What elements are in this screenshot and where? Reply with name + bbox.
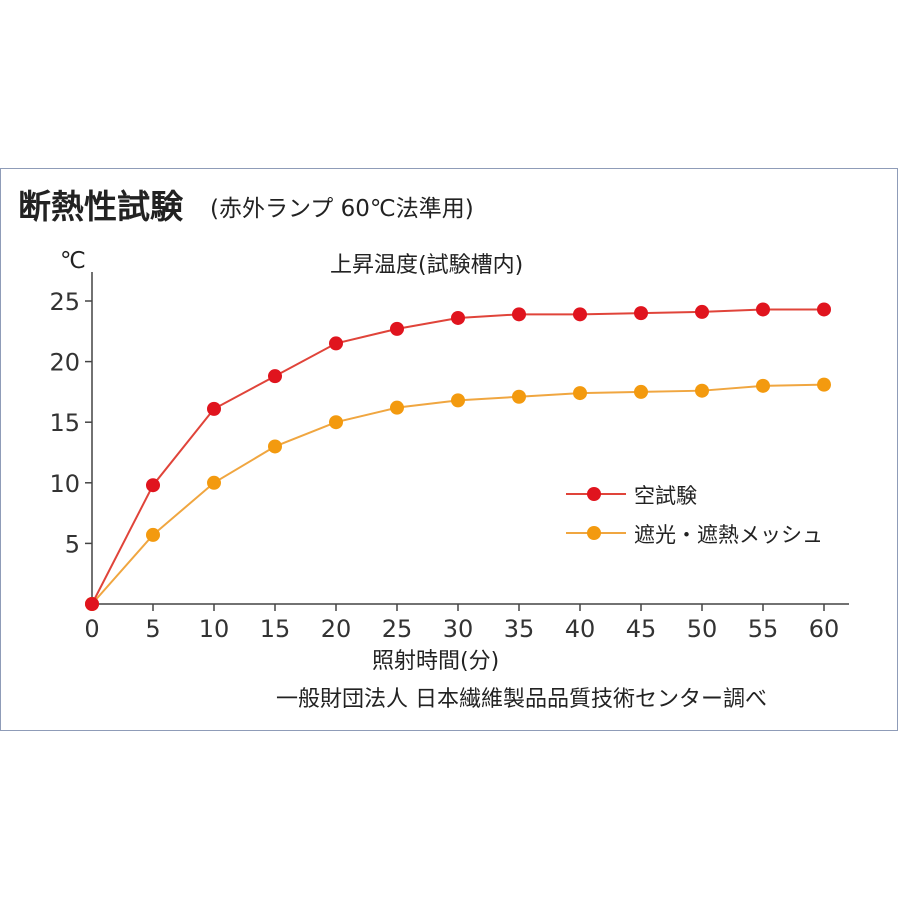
x-tick-label: 55 — [748, 615, 779, 643]
series-line-0 — [91, 308, 824, 605]
data-point-0-60 — [817, 302, 831, 317]
x-tick-label: 15 — [260, 615, 291, 643]
inner-title: 上昇温度(試験槽内) — [330, 253, 523, 278]
data-point-1-55 — [756, 378, 770, 393]
data-point-0-45 — [634, 306, 648, 321]
data-point-1-5 — [146, 527, 160, 542]
data-point-1-20 — [329, 415, 343, 430]
chart-title: 断熱性試験 — [18, 187, 184, 226]
x-tick-label: 25 — [382, 615, 413, 643]
y-tick-label: 15 — [49, 409, 80, 437]
data-point-0-40 — [573, 307, 587, 322]
y-tick-label: 20 — [49, 349, 80, 377]
data-point-0-20 — [329, 336, 343, 351]
data-point-1-10 — [207, 475, 221, 490]
data-point-0-55 — [756, 302, 770, 317]
source-note: 一般財団法人 日本繊維製品品質技術センター調べ — [276, 687, 767, 712]
data-point-1-30 — [451, 393, 465, 408]
x-axis-label: 照射時間(分) — [372, 649, 499, 674]
data-point-0-35 — [512, 307, 526, 322]
legend-marker-mesh — [587, 526, 601, 540]
data-point-0-25 — [390, 321, 404, 336]
data-point-1-15 — [268, 439, 282, 454]
data-point-1-25 — [390, 400, 404, 415]
data-point-1-60 — [817, 377, 831, 392]
data-point-1-40 — [573, 386, 587, 401]
data-point-1-50 — [695, 383, 709, 398]
y-tick-label: 10 — [49, 470, 80, 498]
x-tick-label: 45 — [626, 615, 657, 643]
x-tick-label: 35 — [504, 615, 535, 643]
y-axis-label: ℃ — [60, 248, 86, 274]
data-point-0-15 — [268, 369, 282, 384]
y-tick-label: 25 — [49, 288, 80, 316]
x-tick-label: 40 — [565, 615, 596, 643]
x-tick-label: 20 — [321, 615, 352, 643]
series-line-1 — [91, 383, 825, 605]
legend: 空試験 遮光・遮熱メッシュ — [566, 484, 823, 547]
data-point-1-45 — [634, 384, 648, 399]
y-tick-label: 5 — [65, 530, 80, 558]
legend-label-blank: 空試験 — [634, 484, 697, 508]
data-point-0-50 — [695, 304, 709, 319]
x-tick-label: 50 — [687, 615, 718, 643]
x-tick-label: 5 — [145, 615, 160, 643]
data-point-0-30 — [451, 310, 465, 325]
chart-frame — [0, 168, 898, 731]
x-tick-label: 10 — [199, 615, 230, 643]
x-tick-label: 30 — [443, 615, 474, 643]
legend-marker-blank — [587, 487, 601, 501]
legend-label-mesh: 遮光・遮熱メッシュ — [634, 523, 823, 547]
x-tick-label: 0 — [84, 615, 99, 643]
data-point-0-10 — [207, 401, 221, 416]
chart-subtitle: (赤外ランプ 60℃法準用) — [210, 196, 474, 222]
data-point-0-0 — [85, 597, 99, 611]
data-point-1-35 — [512, 389, 526, 404]
x-tick-label: 60 — [809, 615, 840, 643]
data-point-0-5 — [146, 478, 160, 493]
